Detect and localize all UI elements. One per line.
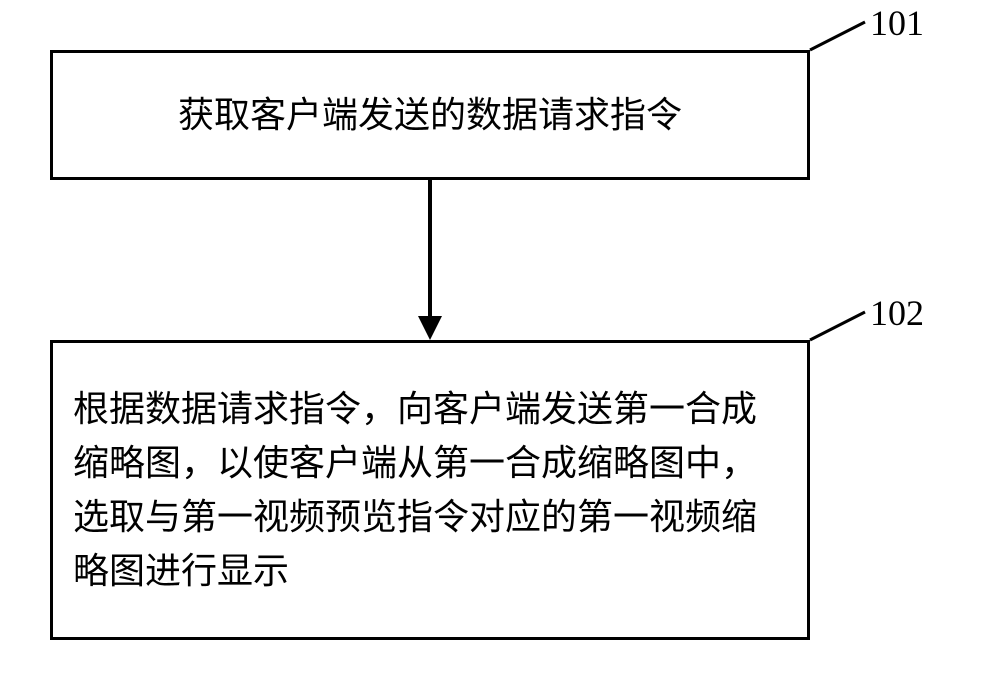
step-number-1: 101 [870,2,924,44]
flowchart-step-2: 根据数据请求指令，向客户端发送第一合成缩略图，以使客户端从第一合成缩略图中，选取… [50,340,810,640]
arrow-1-to-2-head [418,316,442,340]
flowchart-step-1: 获取客户端发送的数据请求指令 [50,50,810,180]
step-number-2: 102 [870,292,924,334]
flowchart-step-2-text: 根据数据请求指令，向客户端发送第一合成缩略图，以使客户端从第一合成缩略图中，选取… [53,372,807,608]
flowchart-step-1-text: 获取客户端发送的数据请求指令 [158,78,702,152]
arrow-1-to-2-shaft [428,180,432,320]
